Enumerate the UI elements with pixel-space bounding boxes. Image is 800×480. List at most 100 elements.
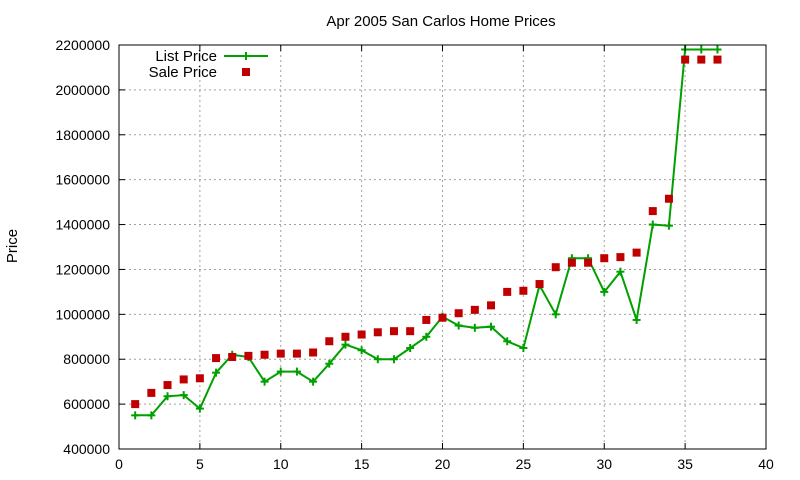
y-tick-label: 400000: [63, 441, 110, 457]
sale-price-point: [373, 328, 382, 337]
sale-price-point: [212, 354, 221, 363]
legend-list-price-sample: [224, 52, 268, 60]
y-tick-label: 1400000: [55, 217, 110, 233]
list-price-point: [600, 287, 609, 296]
list-price-point: [487, 322, 496, 331]
sale-price-point: [260, 350, 269, 359]
sale-price-point: [325, 337, 334, 346]
x-tick-label: 5: [196, 456, 204, 472]
legend-sale-price-sample: [242, 68, 250, 76]
y-tick-label: 1200000: [55, 261, 110, 277]
list-price-point: [519, 344, 528, 352]
y-tick-label: 1600000: [55, 172, 110, 188]
y-tick-label: 800000: [63, 351, 110, 367]
list-price-point: [406, 344, 415, 352]
sale-price-point: [519, 286, 528, 295]
list-price-point: [292, 367, 301, 376]
sale-price-point: [616, 253, 625, 262]
list-price-point: [179, 391, 188, 400]
sale-price-point: [567, 258, 576, 267]
sale-price-point: [438, 313, 447, 322]
list-price-point: [131, 411, 140, 420]
list-price-point: [632, 315, 641, 324]
list-price-point: [389, 355, 398, 364]
x-tick-label: 20: [435, 456, 451, 472]
sale-price-point: [147, 388, 156, 397]
sale-price-point: [664, 194, 673, 203]
chart-title: Apr 2005 San Carlos Home Prices: [326, 13, 555, 30]
list-price-point: [276, 367, 285, 376]
sale-price-point: [163, 381, 172, 390]
legend-list-price-marker: [242, 52, 250, 60]
list-price-point: [163, 392, 172, 401]
sale-price-point: [389, 327, 398, 336]
list-price-point: [195, 404, 204, 413]
list-price-point: [551, 310, 560, 319]
sale-price-point: [713, 55, 722, 64]
x-tick-label: 10: [273, 456, 289, 472]
sale-price-point: [584, 258, 593, 267]
sale-price-point: [179, 375, 188, 384]
list-price-point: [341, 340, 350, 349]
grid: [119, 45, 766, 449]
sale-price-point: [292, 349, 301, 358]
axes: 0 5 10 15 20 25 30 35 40 400000 600000 800000 100000…: [55, 37, 774, 472]
y-tick-label: 1000000: [55, 306, 110, 322]
list-price-point: [422, 332, 431, 341]
sale-price-point: [422, 315, 431, 324]
list-price-point: [325, 359, 334, 368]
sale-price-point: [195, 374, 204, 383]
list-price-point: [664, 221, 673, 230]
sale-price-point: [681, 55, 690, 64]
list-price-line: [135, 48, 718, 417]
sale-price-point: [697, 55, 706, 64]
list-price-point: [470, 323, 479, 332]
sale-price-point: [309, 348, 318, 357]
y-tick-label: 2000000: [55, 82, 110, 98]
sale-price-point: [600, 254, 609, 263]
y-axis-label: Price: [4, 229, 21, 263]
legend-label-sale-price: Sale Price: [149, 64, 217, 81]
y-tick-label: 600000: [63, 396, 110, 412]
list-price-point: [648, 220, 657, 229]
sale-price-point: [632, 248, 641, 257]
sale-price-point: [454, 309, 463, 318]
sale-price-point: [276, 349, 285, 358]
y-tick-label: 2200000: [55, 37, 110, 53]
sale-price-point: [503, 287, 512, 296]
sale-price-point: [406, 327, 415, 336]
x-tick-label: 40: [758, 456, 774, 472]
legend-label-list-price: List Price: [155, 48, 217, 65]
x-tick-label: 25: [516, 456, 532, 472]
sale-price-point: [228, 352, 237, 361]
list-price-point: [357, 346, 366, 355]
list-price-point: [373, 355, 382, 364]
sale-price-point: [487, 301, 496, 310]
sale-price-point: [535, 280, 544, 289]
sale-price-point: [551, 263, 560, 272]
list-price-point: [697, 45, 706, 54]
list-price-point: [713, 45, 722, 54]
list-price-point: [212, 368, 221, 377]
x-tick-label: 0: [115, 456, 123, 472]
x-tick-label: 35: [677, 456, 693, 472]
series-layer: [131, 45, 722, 420]
legend: List Price Sale Price: [149, 48, 268, 81]
sale-price-point: [341, 332, 350, 341]
list-price-point: [454, 321, 463, 330]
sale-price-point: [357, 330, 366, 339]
legend-sale-price-marker: [242, 68, 250, 76]
y-tick-label: 1800000: [55, 127, 110, 143]
sale-price-point: [648, 207, 657, 216]
list-price-point: [309, 377, 318, 386]
x-tick-label: 30: [596, 456, 612, 472]
list-price-point: [503, 337, 512, 346]
sale-price-point: [244, 351, 253, 360]
sale-price-point: [470, 305, 479, 314]
list-price-point: [260, 377, 269, 386]
sale-price-point: [131, 400, 140, 409]
x-tick-label: 15: [354, 456, 370, 472]
list-price-point: [147, 411, 156, 420]
list-price-point: [616, 267, 625, 276]
